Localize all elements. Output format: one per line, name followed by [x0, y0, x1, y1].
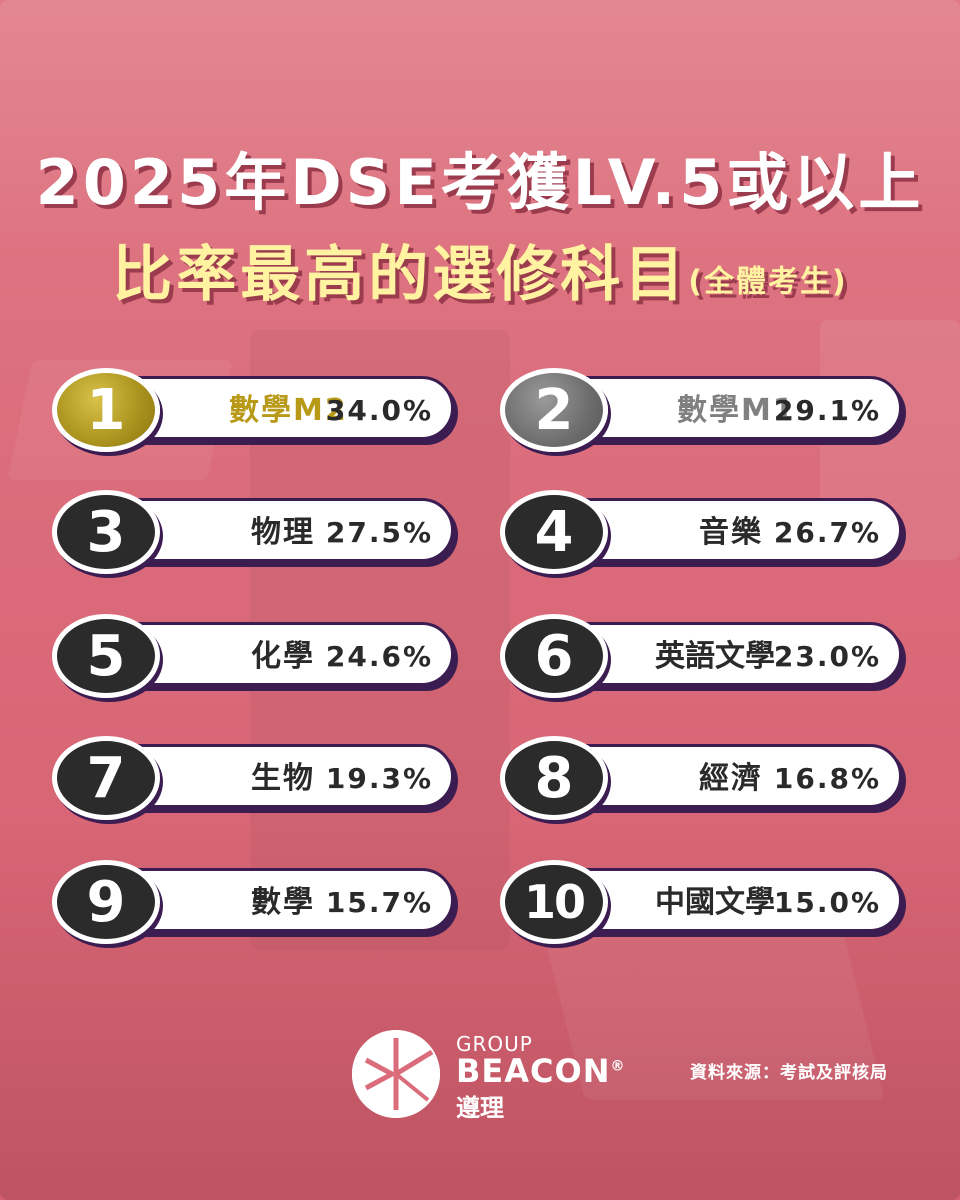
brand-chinese-name: 遵理 — [456, 1094, 504, 1122]
rank-badge: 7 — [52, 736, 160, 820]
subject-label: 物理 — [251, 515, 315, 550]
subject-label: 數學M2 — [229, 393, 348, 428]
percent-value: 15.7% — [325, 886, 433, 919]
percent-value: 27.5% — [325, 516, 433, 549]
rank-row-7: 生物 19.3% 7 — [52, 736, 458, 820]
subject-label: 英語文學 — [655, 639, 775, 674]
rank-badge: 6 — [500, 614, 608, 698]
rank-row-9: 數學 15.7% 9 — [52, 860, 458, 944]
rank-badge: 10 — [500, 860, 608, 944]
rank-row-5: 化學 24.6% 5 — [52, 614, 458, 698]
rank-badge: 1 — [52, 368, 160, 452]
rank-row-3: 物理 27.5% 3 — [52, 490, 458, 574]
source-note: 資料來源：考試及評核局 — [690, 1063, 888, 1083]
title-note: (全體考生) — [688, 264, 848, 300]
subject-label: 音樂 — [699, 515, 763, 550]
percent-value: 19.3% — [325, 762, 433, 795]
subject-label: 中國文學 — [655, 885, 775, 920]
rank-pill: 中國文學 15.0% — [546, 868, 902, 932]
rank-badge: 4 — [500, 490, 608, 574]
percent-value: 24.6% — [325, 640, 433, 673]
rank-badge: 9 — [52, 860, 160, 944]
percent-value: 26.7% — [773, 516, 881, 549]
rank-row-10: 中國文學 15.0% 10 — [500, 860, 906, 944]
percent-value: 15.0% — [773, 886, 881, 919]
brand-name-text: BEACON — [456, 1052, 611, 1090]
registered-mark: ® — [610, 1058, 626, 1075]
rank-badge: 2 — [500, 368, 608, 452]
rank-row-6: 英語文學 23.0% 6 — [500, 614, 906, 698]
rank-badge: 3 — [52, 490, 160, 574]
subject-label: 經濟 — [699, 761, 763, 796]
title-line-1: 2025年DSE考獲LV.5或以上 — [35, 146, 925, 219]
subject-label: 化學 — [251, 639, 315, 674]
brand-group-label: GROUP — [456, 1032, 533, 1056]
subject-label: 生物 — [251, 761, 315, 796]
title-line-2-text: 比率最高的選修科目 — [112, 240, 689, 310]
rank-row-2: 數學M1 29.1% 2 — [500, 368, 906, 452]
rank-row-8: 經濟 16.8% 8 — [500, 736, 906, 820]
rank-badge: 8 — [500, 736, 608, 820]
rank-badge: 5 — [52, 614, 160, 698]
percent-value: 23.0% — [773, 640, 881, 673]
percent-value: 34.0% — [325, 394, 433, 427]
brand-name: BEACON® — [456, 1052, 625, 1090]
percent-value: 29.1% — [773, 394, 881, 427]
percent-value: 16.8% — [773, 762, 881, 795]
subject-label: 數學 — [251, 885, 315, 920]
rank-row-1: 數學M2 34.0% 1 — [52, 368, 458, 452]
rank-row-4: 音樂 26.7% 4 — [500, 490, 906, 574]
subject-label: 數學M1 — [677, 393, 796, 428]
background-photo-overlay — [0, 0, 960, 260]
beacon-logo-icon — [352, 1030, 440, 1118]
footer: GROUP BEACON® 遵理 資料來源：考試及評核局 — [0, 1030, 960, 1130]
title-line-2: 比率最高的選修科目(全體考生) — [0, 226, 960, 313]
beacon-logo-mark — [352, 1030, 440, 1118]
